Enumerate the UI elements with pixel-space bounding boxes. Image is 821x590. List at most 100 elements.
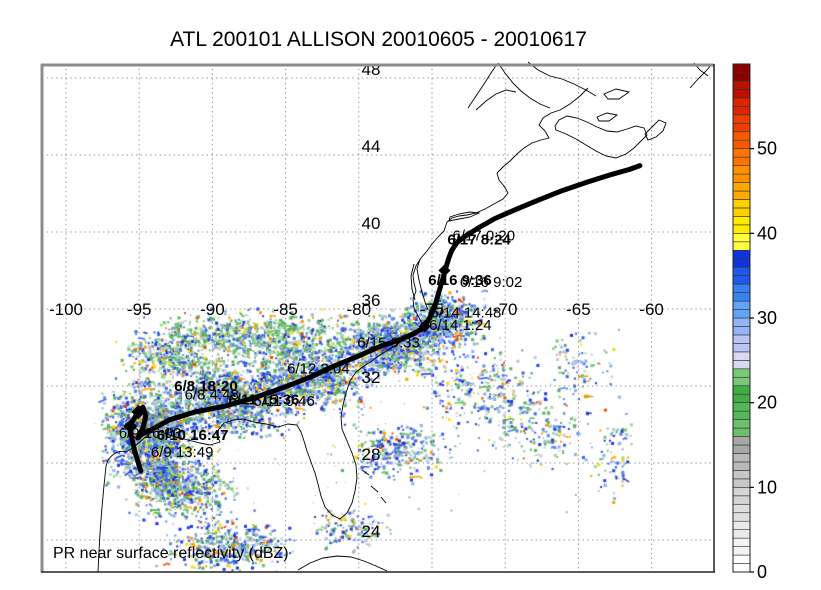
overpass-time-label: 6/14 14:48 <box>431 305 502 322</box>
colorbar-cell <box>732 326 751 336</box>
colorbar-cell <box>732 182 751 192</box>
colorbar-cell <box>732 199 751 209</box>
lat-tick-label: 44 <box>362 137 381 156</box>
lon-tick-label: -70 <box>493 300 518 319</box>
overpass-time-label: 6/16 9:36 <box>428 272 491 289</box>
colorbar-cell <box>732 478 751 488</box>
overpass-time-label: 6/17 0:20 <box>453 228 516 245</box>
lat-tick-label: 24 <box>362 522 381 541</box>
lat-tick-label: 28 <box>362 445 381 464</box>
track-position-diamond <box>418 320 431 333</box>
coastline <box>603 88 631 100</box>
colorbar-cell <box>732 351 751 361</box>
track-position-diamond <box>438 264 451 277</box>
colorbar-cell <box>732 461 751 471</box>
colorbar-cell <box>732 165 751 175</box>
lat-tick-label: 32 <box>362 368 381 387</box>
coastline <box>467 63 498 109</box>
overpass-time-label: 6/16 9:02 <box>460 274 523 291</box>
overpass-time-label: 6/9 13:49 <box>151 444 214 461</box>
colorbar-cell <box>732 139 751 149</box>
colorbar-cell <box>732 470 751 480</box>
colorbar-cell <box>732 300 751 310</box>
coastline <box>361 469 387 504</box>
overpass-time-label: 6/9 16:03 <box>119 425 182 442</box>
coastline <box>554 115 648 159</box>
colorbar-cell <box>732 563 751 573</box>
figure-title: ATL 200101 ALLISON 20010605 - 20010617 <box>170 28 587 51</box>
colorbar-cell <box>732 334 751 344</box>
track-position-diamond <box>123 419 138 434</box>
colorbar-cell <box>732 266 751 276</box>
colorbar-cell <box>732 190 751 200</box>
colorbar-cell <box>732 360 751 370</box>
colorbar-cell <box>732 131 751 141</box>
lon-tick-label: -80 <box>347 300 372 319</box>
colorbar-cell <box>732 292 751 302</box>
coastline <box>596 112 619 122</box>
colorbar-cell <box>732 537 751 547</box>
colorbar-cell <box>732 385 751 395</box>
colorbar-cell <box>732 148 751 158</box>
coastline <box>410 263 416 301</box>
colorbar-cell <box>732 402 751 412</box>
overpass-time-label: 6/8 4:48 <box>185 387 239 404</box>
colorbar-cell <box>732 207 751 217</box>
reflectivity-speckle-layer <box>42 64 715 573</box>
colorbar-tick-label: 40 <box>757 223 777 243</box>
colorbar-cell <box>732 89 751 99</box>
colorbar-cell <box>732 114 751 124</box>
colorbar-cell <box>732 224 751 234</box>
colorbar-cell <box>732 343 751 353</box>
colorbar-cell <box>732 520 751 530</box>
colorbar-cell <box>732 487 751 497</box>
coastline <box>527 61 597 97</box>
lon-tick-label: -60 <box>639 300 664 319</box>
colorbar-cell <box>732 444 751 454</box>
colorbar-cell <box>732 241 751 251</box>
coastline <box>689 63 713 89</box>
coastline <box>475 89 517 111</box>
colorbar-cell <box>732 512 751 522</box>
overpass-time-label: 6/8 18:20 <box>174 378 237 395</box>
colorbar-cell <box>732 368 751 378</box>
colorbar-cell <box>732 427 751 437</box>
coastline <box>448 211 481 222</box>
track-position-diamond <box>131 404 146 419</box>
lat-tick-label: 48 <box>362 60 381 79</box>
lon-tick-label: -85 <box>273 300 298 319</box>
colorbar-cell <box>732 376 751 387</box>
colorbar-cell <box>732 554 751 564</box>
colorbar-cell <box>732 63 751 73</box>
colorbar-cell <box>732 529 751 539</box>
lon-tick-label: -65 <box>566 300 591 319</box>
colorbar-tick-label: 30 <box>757 308 777 328</box>
colorbar-cell <box>732 309 751 319</box>
colorbar-cell <box>732 317 751 327</box>
overpass-time-label: 6/15 9:33 <box>357 335 420 352</box>
colorbar-cell <box>732 453 751 463</box>
colorbar-cell <box>732 410 751 420</box>
lon-tick-label: -75 <box>420 300 445 319</box>
colorbar-cell <box>732 72 751 82</box>
lat-tick-label: 40 <box>362 214 381 233</box>
storm-track-line <box>127 163 643 474</box>
colorbar-cell <box>732 106 751 116</box>
coastline <box>97 87 589 573</box>
colorbar-tick-label: 50 <box>757 139 777 159</box>
colorbar-tick-label: 0 <box>757 562 767 582</box>
colorbar-tick-label: 10 <box>757 477 777 497</box>
colorbar-tick-label: 20 <box>757 393 777 413</box>
colorbar-cell <box>732 546 751 556</box>
colorbar-cell <box>732 97 751 107</box>
colorbar-cell <box>732 258 751 268</box>
colorbar-cell <box>732 156 751 166</box>
lat-tick-label: 36 <box>362 291 381 310</box>
coastline <box>297 555 388 572</box>
overpass-time-label: 6/12 3:04 <box>287 361 350 378</box>
overpass-time-label: 6/11 0:46 <box>253 393 314 410</box>
coastline <box>644 119 667 141</box>
colorbar-cell <box>732 275 751 285</box>
